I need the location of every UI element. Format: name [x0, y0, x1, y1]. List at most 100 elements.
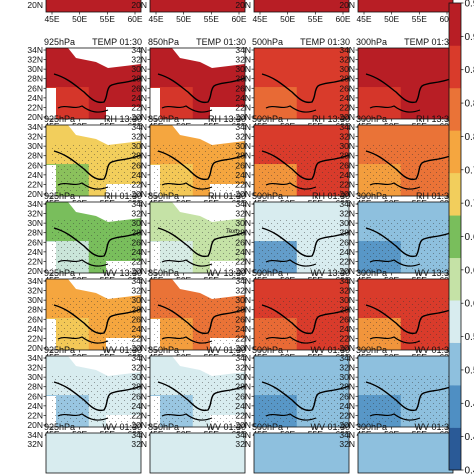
map-frame — [149, 124, 246, 197]
map-field — [253, 432, 350, 474]
lat-tick-label: 30N — [235, 64, 251, 74]
lat-tick-label: 28N — [27, 74, 43, 84]
lat-tick-label: 32N — [235, 55, 251, 65]
map-frame — [149, 278, 246, 351]
lat-tick-label: 26N — [27, 237, 43, 247]
panel-title-level: 300hPa — [356, 191, 387, 201]
colorbar-tick-label: 0.56 — [465, 332, 474, 343]
lat-tick-label: 22N — [339, 410, 355, 420]
lat-tick-label: 28N — [235, 382, 251, 392]
panel-title-field: WV 13:30 — [414, 268, 454, 278]
panel-title-field: RH 01:30 — [208, 191, 246, 201]
significance-stipple — [362, 297, 449, 346]
panel-title-level: 850hPa — [148, 422, 179, 432]
missing-data-region — [106, 107, 141, 119]
lat-tick-label: 32N — [235, 286, 251, 296]
significance-stipple — [154, 297, 241, 346]
colorbar-tick-label: 0.76 — [465, 165, 474, 176]
lat-tick-label: 24N — [27, 247, 43, 257]
coastline — [365, 381, 454, 412]
coastline — [53, 304, 142, 335]
lat-tick-label: 24N — [339, 401, 355, 411]
lat-tick-label: 26N — [235, 237, 251, 247]
map-frame — [45, 47, 142, 120]
lat-tick-label: 30N — [27, 218, 43, 228]
significance-stipple — [50, 143, 137, 192]
coastline-south — [265, 413, 317, 421]
lat-tick-label: 22N — [27, 179, 43, 189]
lat-tick-label: 24N — [235, 170, 251, 180]
colorbar-segment — [449, 172, 461, 216]
panel-title-level: 850hPa — [148, 268, 179, 278]
lat-tick-label: 20N — [27, 420, 43, 430]
missing-data-region — [172, 279, 245, 299]
lat-tick-label: 30N — [235, 372, 251, 382]
lat-tick-label: 22N — [27, 102, 43, 112]
colorbar-tick-label: 0.72 — [465, 199, 474, 210]
lat-tick-label: 28N — [339, 228, 355, 238]
map-panel-top-partial: 22N20N45E 50E 55E 60E — [235, 0, 351, 24]
missing-data-region — [210, 107, 245, 119]
lon-tick-label: 45E — [356, 14, 371, 24]
panel-title-field: TEMP 01:30 — [196, 37, 246, 47]
lat-tick-label: 30N — [235, 141, 251, 151]
lat-tick-label: 28N — [131, 74, 147, 84]
coastline-south — [57, 413, 109, 421]
coastline — [261, 73, 350, 104]
coastline — [365, 73, 454, 104]
lat-tick-label: 26N — [131, 237, 147, 247]
coastline — [53, 381, 142, 412]
lat-tick-label: 28N — [339, 151, 355, 161]
lat-tick-label: 20N — [235, 189, 251, 199]
missing-data-region — [68, 125, 141, 145]
lat-tick-label: 32N — [27, 439, 43, 449]
panel-title-field: RH 01:30 — [416, 191, 454, 201]
colorbar-tick-label: 0.92 — [465, 32, 474, 43]
map-field — [45, 0, 142, 13]
map-frame — [253, 47, 350, 120]
lat-tick-label: 34N — [339, 276, 355, 286]
coastline-south — [161, 413, 213, 421]
lat-tick-label: 20N — [131, 0, 147, 10]
lat-tick-label: 22N — [27, 256, 43, 266]
lat-tick-label: 34N — [235, 353, 251, 363]
lat-tick-label: 32N — [339, 439, 355, 449]
lat-tick-label: 28N — [131, 305, 147, 315]
panel-title-field: RH 13:30 — [104, 114, 142, 124]
lat-tick-label: 28N — [131, 151, 147, 161]
lat-tick-label: 22N — [27, 410, 43, 420]
lat-tick-label: 20N — [339, 112, 355, 122]
lat-tick-label: 26N — [339, 237, 355, 247]
lat-tick-label: 28N — [339, 74, 355, 84]
lat-tick-label: 20N — [235, 0, 251, 10]
colorbar-segment — [449, 342, 461, 386]
map-panel: 850hPa TEMP 01:3034N32N30N28N26N24N22N20N… — [131, 37, 246, 131]
lat-tick-label: 34N — [27, 430, 43, 440]
lat-tick-label: 26N — [339, 83, 355, 93]
lat-tick-label: 34N — [27, 276, 43, 286]
lat-tick-label: 24N — [27, 401, 43, 411]
map-frame — [45, 355, 142, 428]
panel-title-field: TEMP 01:30 — [92, 37, 142, 47]
significance-stipple — [258, 297, 345, 346]
coastline — [157, 227, 246, 258]
lon-tick-label: 60E — [335, 14, 350, 24]
coastline — [53, 150, 142, 181]
map-field — [357, 432, 454, 474]
panel-title-field: RH 13:30 — [208, 114, 246, 124]
lat-tick-label: 34N — [235, 276, 251, 286]
lat-tick-label: 24N — [131, 324, 147, 334]
lat-tick-label: 34N — [131, 276, 147, 286]
panel-title-level: 850hPa — [148, 114, 179, 124]
lat-tick-label: 28N — [235, 151, 251, 161]
significance-stipple — [258, 143, 345, 192]
lat-tick-label: 22N — [131, 256, 147, 266]
panel-title-level: 925hPa — [44, 345, 75, 355]
lat-tick-label: 34N — [235, 430, 251, 440]
lat-tick-label: 20N — [27, 189, 43, 199]
lon-tick-label: 60E — [231, 14, 246, 24]
panel-title-field: RH 01:30 — [312, 191, 350, 201]
